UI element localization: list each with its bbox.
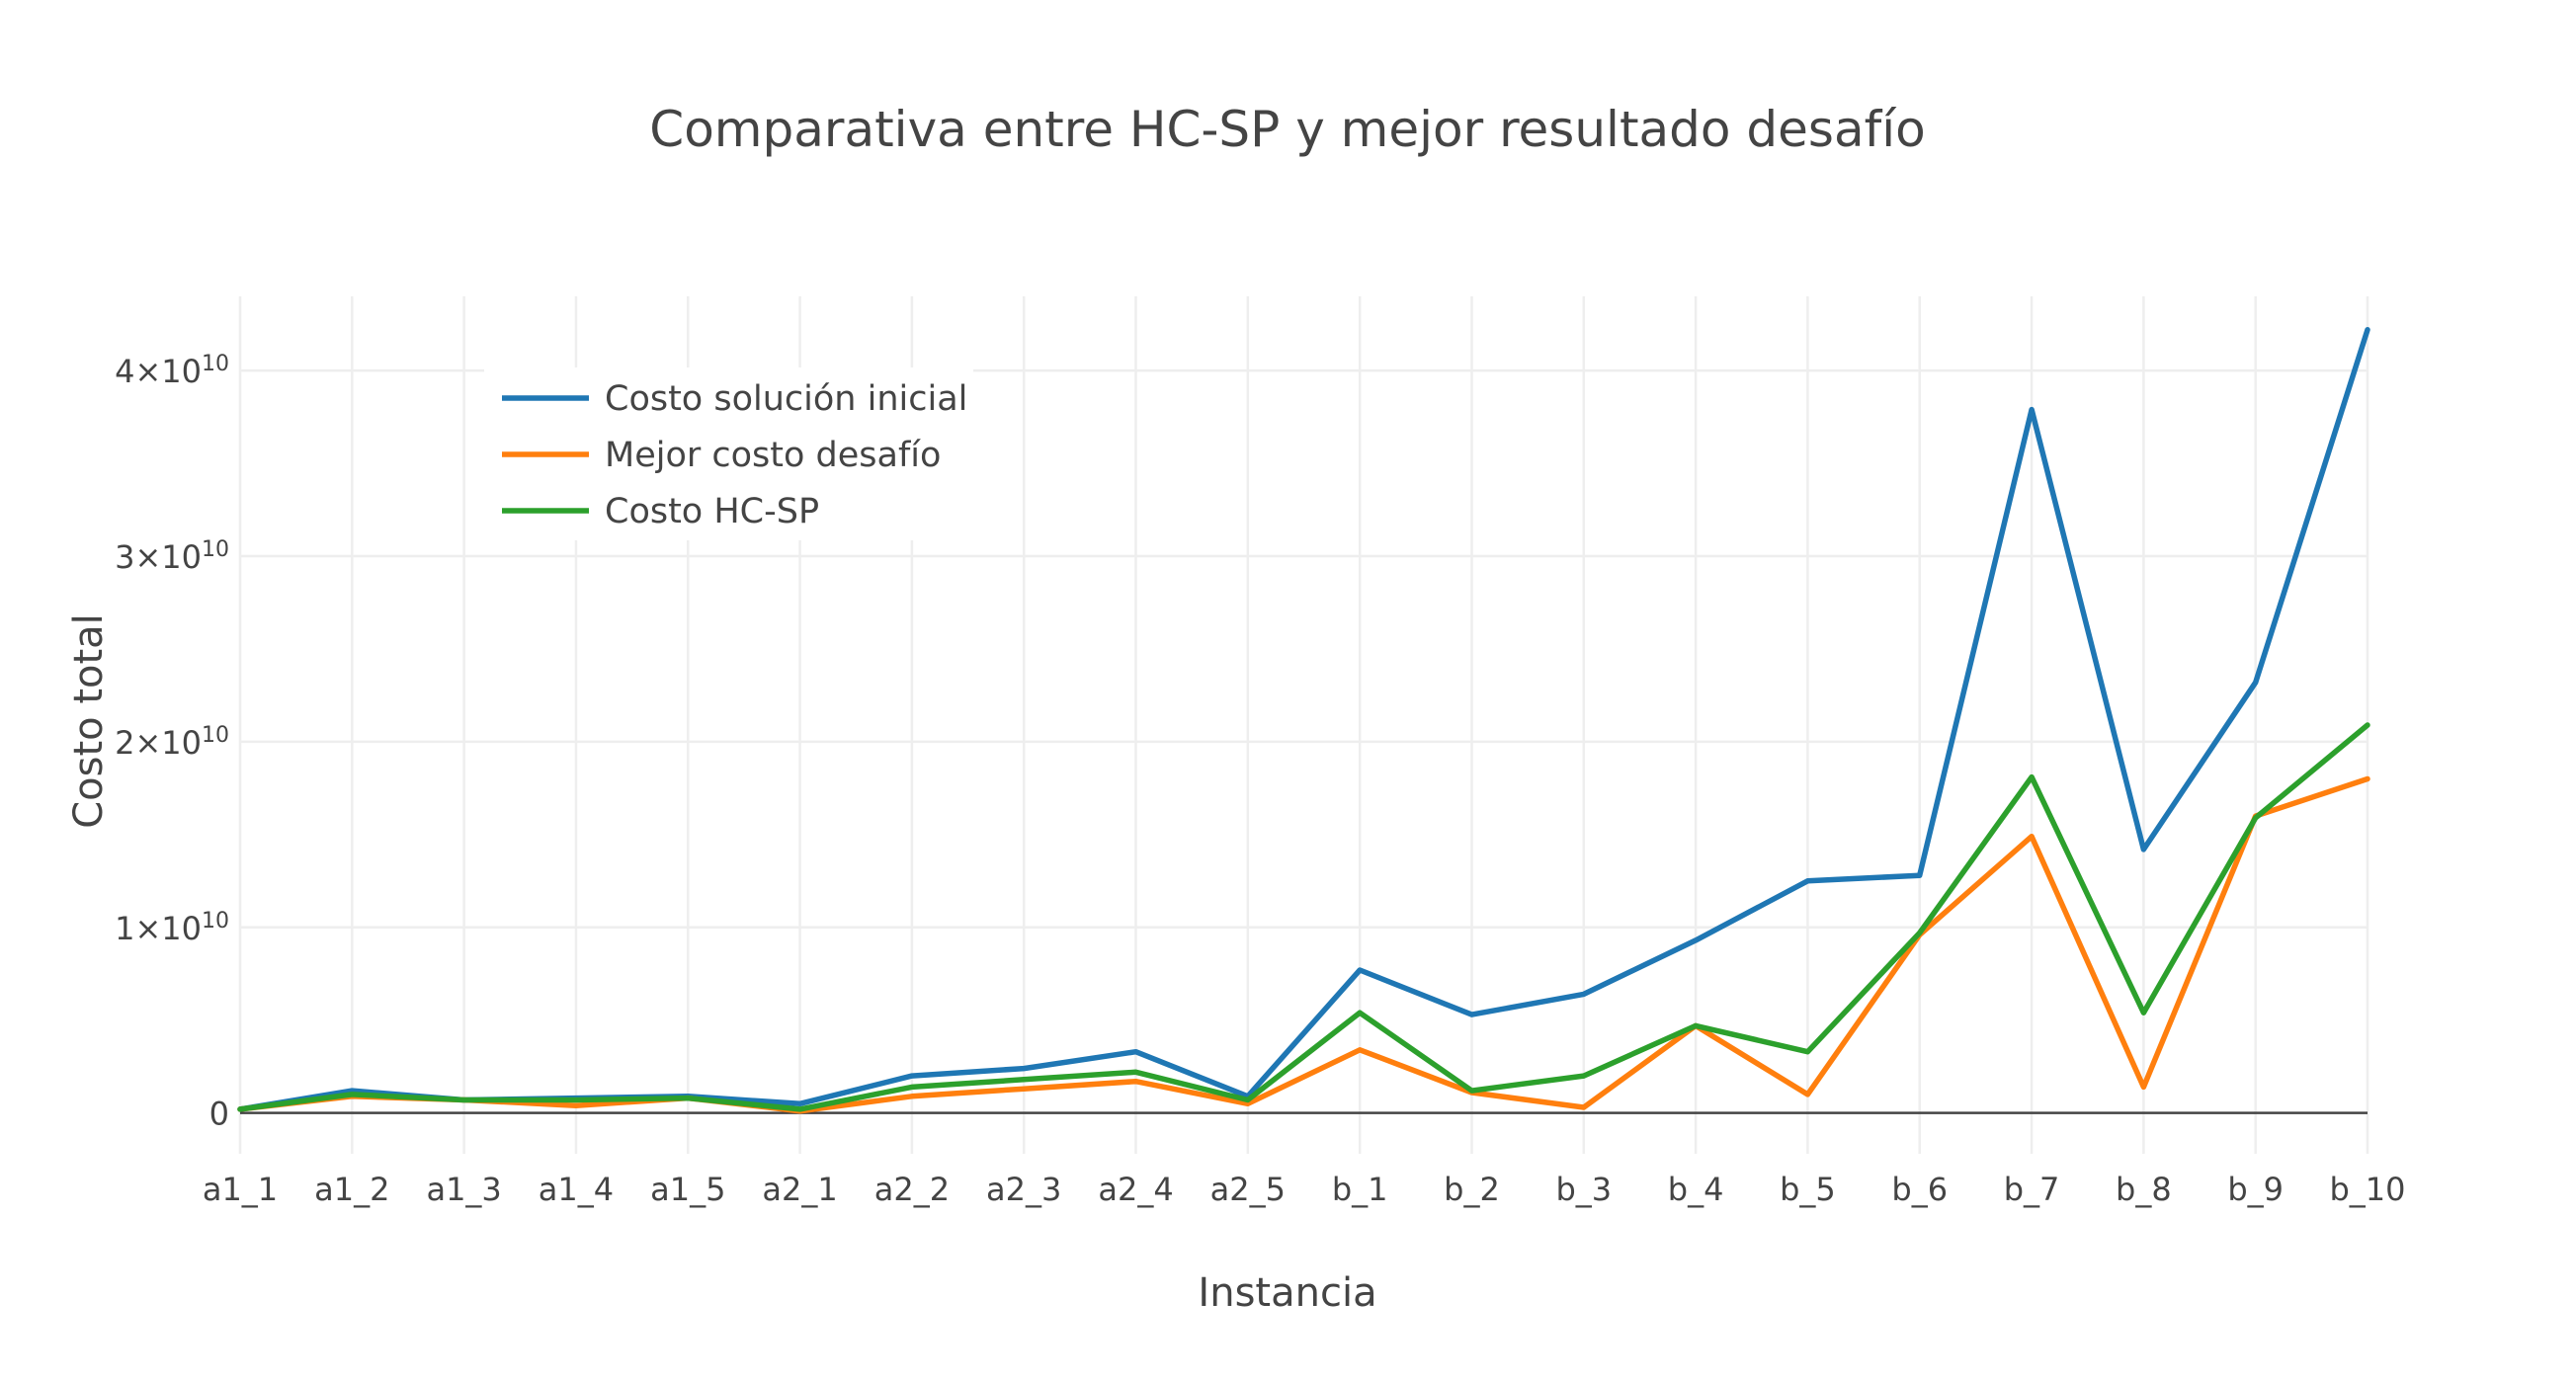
x-tick-label: b_8: [2116, 1171, 2172, 1208]
x-tick-label: b_1: [1332, 1171, 1388, 1208]
x-tick-label: b_10: [2329, 1171, 2405, 1208]
x-tick-label: a2_1: [762, 1171, 837, 1208]
x-tick-label: b_6: [1891, 1171, 1948, 1208]
x-tick-label: a1_1: [203, 1171, 278, 1208]
y-tick-label: 0: [209, 1096, 229, 1133]
x-tick-label: b_4: [1668, 1171, 1724, 1208]
y-tick-label: 1×1010: [115, 909, 229, 947]
x-axis-title: Instancia: [1198, 1270, 1376, 1316]
legend-label: Costo solución inicial: [605, 379, 967, 419]
x-tick-label: a2_5: [1210, 1171, 1286, 1208]
x-tick-label: a1_4: [539, 1171, 614, 1208]
x-tick-label: a2_3: [986, 1171, 1061, 1208]
y-tick-labels: 0 1×1010 2×1010 3×1010 4×1010: [115, 352, 229, 1133]
x-tick-label: a2_2: [874, 1171, 950, 1208]
x-tick-labels: a1_1 a1_2 a1_3 a1_4 a1_5 a2_1 a2_2 a2_3 a2_4 a2_5…: [203, 1171, 2406, 1208]
x-tick-label: b_7: [2004, 1171, 2060, 1208]
legend-label: Costo HC-SP: [605, 492, 819, 531]
series-line-3: [237, 722, 2370, 1112]
x-tick-label: b_9: [2227, 1171, 2284, 1208]
legend: Costo solución inicial Mejor costo desafí…: [484, 367, 973, 540]
y-tick-label: 3×1010: [115, 537, 229, 576]
x-tick-label: a1_2: [314, 1171, 389, 1208]
y-tick-label: 4×1010: [115, 352, 229, 390]
x-tick-label: b_5: [1780, 1171, 1836, 1208]
x-tick-label: a1_3: [426, 1171, 501, 1208]
x-tick-label: b_2: [1444, 1171, 1500, 1208]
legend-label: Mejor costo desafío: [605, 436, 941, 475]
chart-title: Comparativa entre HC-SP y mejor resultad…: [649, 101, 1925, 158]
series-line-2: [237, 775, 2370, 1114]
y-axis-title: Costo total: [66, 613, 112, 829]
x-tick-label: a2_4: [1098, 1171, 1173, 1208]
y-tick-label: 2×1010: [115, 723, 229, 762]
x-tick-label: b_3: [1555, 1171, 1612, 1208]
x-tick-label: a1_5: [650, 1171, 725, 1208]
series-lines: [237, 327, 2370, 1114]
